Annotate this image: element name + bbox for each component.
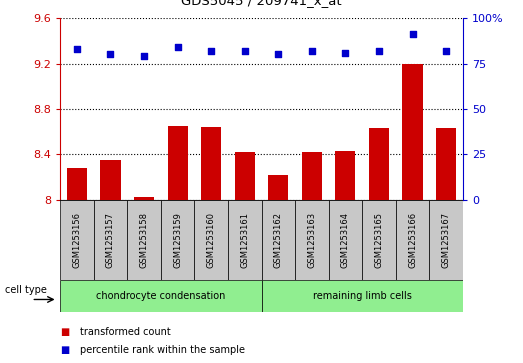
Text: percentile rank within the sample: percentile rank within the sample [80, 345, 245, 355]
Bar [201, 127, 221, 200]
Text: transformed count: transformed count [80, 327, 171, 337]
Bar [127, 200, 161, 280]
Bar [167, 126, 188, 200]
Text: GSM1253156: GSM1253156 [72, 212, 82, 268]
Bar [328, 200, 362, 280]
Point [274, 52, 282, 57]
Bar [94, 200, 127, 280]
Point [408, 32, 417, 37]
Bar [161, 200, 195, 280]
Point [106, 52, 115, 57]
Bar [67, 168, 87, 200]
Bar [262, 280, 463, 312]
Bar [228, 200, 262, 280]
Point [308, 48, 316, 54]
Point [140, 53, 148, 59]
Bar [369, 128, 389, 200]
Text: GSM1253160: GSM1253160 [207, 212, 215, 268]
Bar [295, 200, 328, 280]
Bar [362, 200, 396, 280]
Bar [60, 200, 94, 280]
Bar [262, 200, 295, 280]
Text: ■: ■ [60, 345, 70, 355]
Text: GSM1253159: GSM1253159 [173, 212, 182, 268]
Bar [436, 128, 456, 200]
Point [73, 46, 81, 52]
Bar [335, 151, 356, 200]
Point [442, 48, 450, 54]
Bar [100, 160, 120, 200]
Bar [268, 175, 288, 200]
Text: GSM1253167: GSM1253167 [441, 212, 451, 268]
Text: GSM1253164: GSM1253164 [341, 212, 350, 268]
Text: GSM1253161: GSM1253161 [240, 212, 249, 268]
Point [341, 50, 349, 56]
Point [174, 44, 182, 50]
Text: GSM1253158: GSM1253158 [140, 212, 149, 268]
Bar [134, 197, 154, 200]
Point [375, 48, 383, 54]
Text: remaining limb cells: remaining limb cells [313, 291, 412, 301]
Text: cell type: cell type [5, 285, 47, 295]
Bar [396, 200, 429, 280]
Bar [403, 64, 423, 200]
Point [241, 48, 249, 54]
Text: chondrocyte condensation: chondrocyte condensation [96, 291, 225, 301]
Text: GSM1253163: GSM1253163 [308, 212, 316, 268]
Text: GSM1253166: GSM1253166 [408, 212, 417, 268]
Bar [302, 152, 322, 200]
Text: ■: ■ [60, 327, 70, 337]
Bar [60, 280, 262, 312]
Bar [195, 200, 228, 280]
Text: GSM1253165: GSM1253165 [374, 212, 383, 268]
Text: GDS5045 / 209741_x_at: GDS5045 / 209741_x_at [181, 0, 342, 7]
Text: GSM1253157: GSM1253157 [106, 212, 115, 268]
Point [207, 48, 215, 54]
Bar [429, 200, 463, 280]
Text: GSM1253162: GSM1253162 [274, 212, 283, 268]
Bar [235, 152, 255, 200]
